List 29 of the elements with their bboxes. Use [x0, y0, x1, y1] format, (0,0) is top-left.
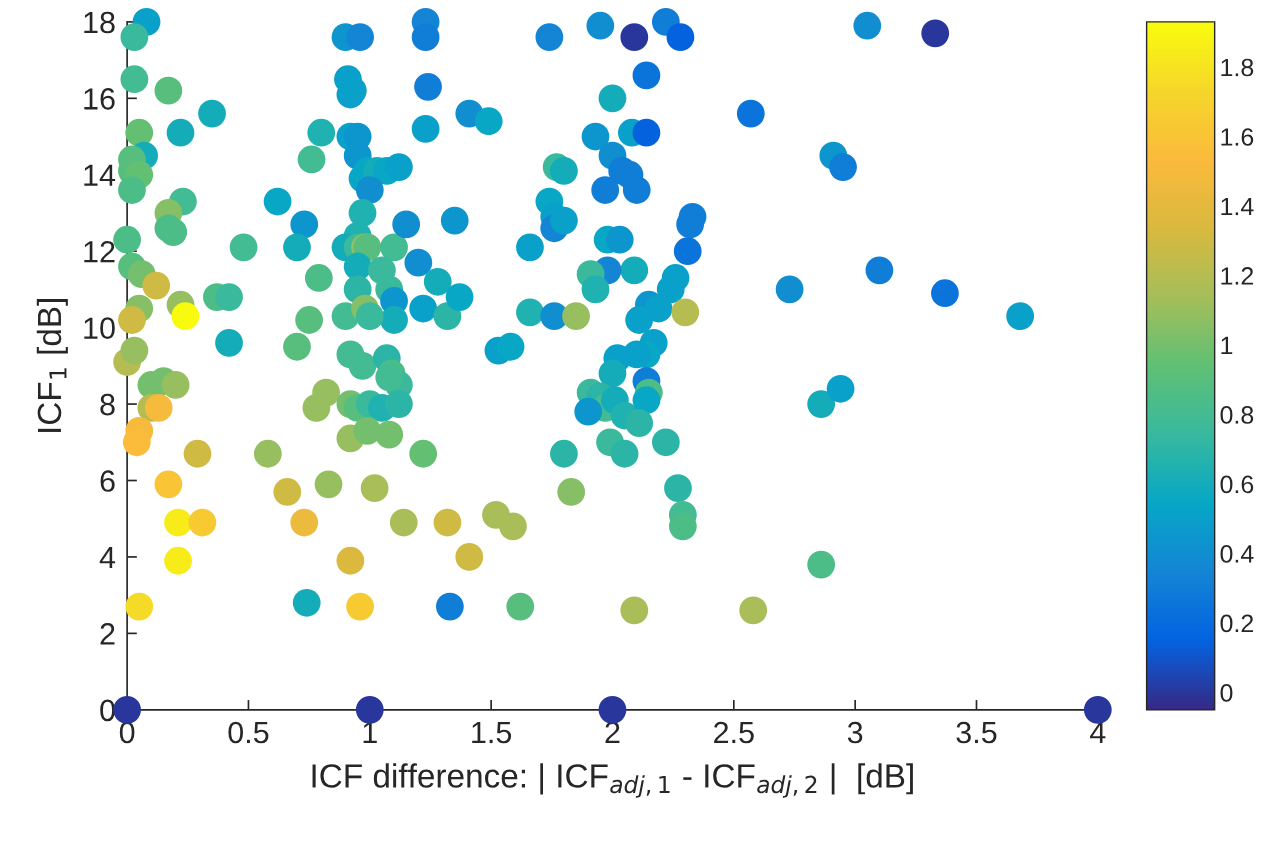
- y-tick-label: 16: [84, 88, 115, 110]
- color-bar-label: 0.4: [1220, 545, 1254, 563]
- y-axis-title: ICF$_{1}$ [dB]: [36, 299, 68, 432]
- y-tick-label: 18: [84, 11, 115, 34]
- y-tick-label: 6: [100, 470, 115, 492]
- x-tick-label: 3: [847, 721, 863, 744]
- color-bar-label: 1.2: [1221, 267, 1254, 285]
- x-tick-label: 0.5: [228, 721, 269, 744]
- y-tick-label: 14: [84, 164, 116, 186]
- color-bar-label: 1: [1221, 336, 1233, 355]
- y-tick-label: 2: [100, 623, 115, 645]
- x-tick-label: 0: [119, 721, 135, 744]
- color-bar-label: 1.4: [1221, 197, 1254, 216]
- color-bar-label: 1.8: [1221, 58, 1254, 77]
- y-tick-label: 12: [84, 240, 115, 263]
- color-bar-label: 0: [1220, 684, 1233, 702]
- x-tick-label: 2.5: [714, 721, 754, 744]
- color-bar-label: 0.2: [1220, 614, 1254, 633]
- x-tick-label: 1.5: [472, 722, 512, 744]
- color-bar-label: 1.6: [1221, 128, 1254, 146]
- y-tick-label: 4: [99, 546, 116, 569]
- x-tick-label: 3.5: [956, 721, 997, 744]
- x-tick-label: 1: [363, 722, 377, 744]
- x-tick-label: 4: [1090, 722, 1106, 744]
- y-tick-label: 8: [100, 393, 115, 416]
- color-bar-label: 0.8: [1220, 406, 1254, 424]
- y-tick-label: 10: [84, 317, 115, 339]
- x-axis-title: ICF difference: | ICF$_{adj,1}$ - ICF$_{adj,2}$ | [dB]: [312, 763, 913, 798]
- color-bar-label: 0.6: [1220, 475, 1254, 494]
